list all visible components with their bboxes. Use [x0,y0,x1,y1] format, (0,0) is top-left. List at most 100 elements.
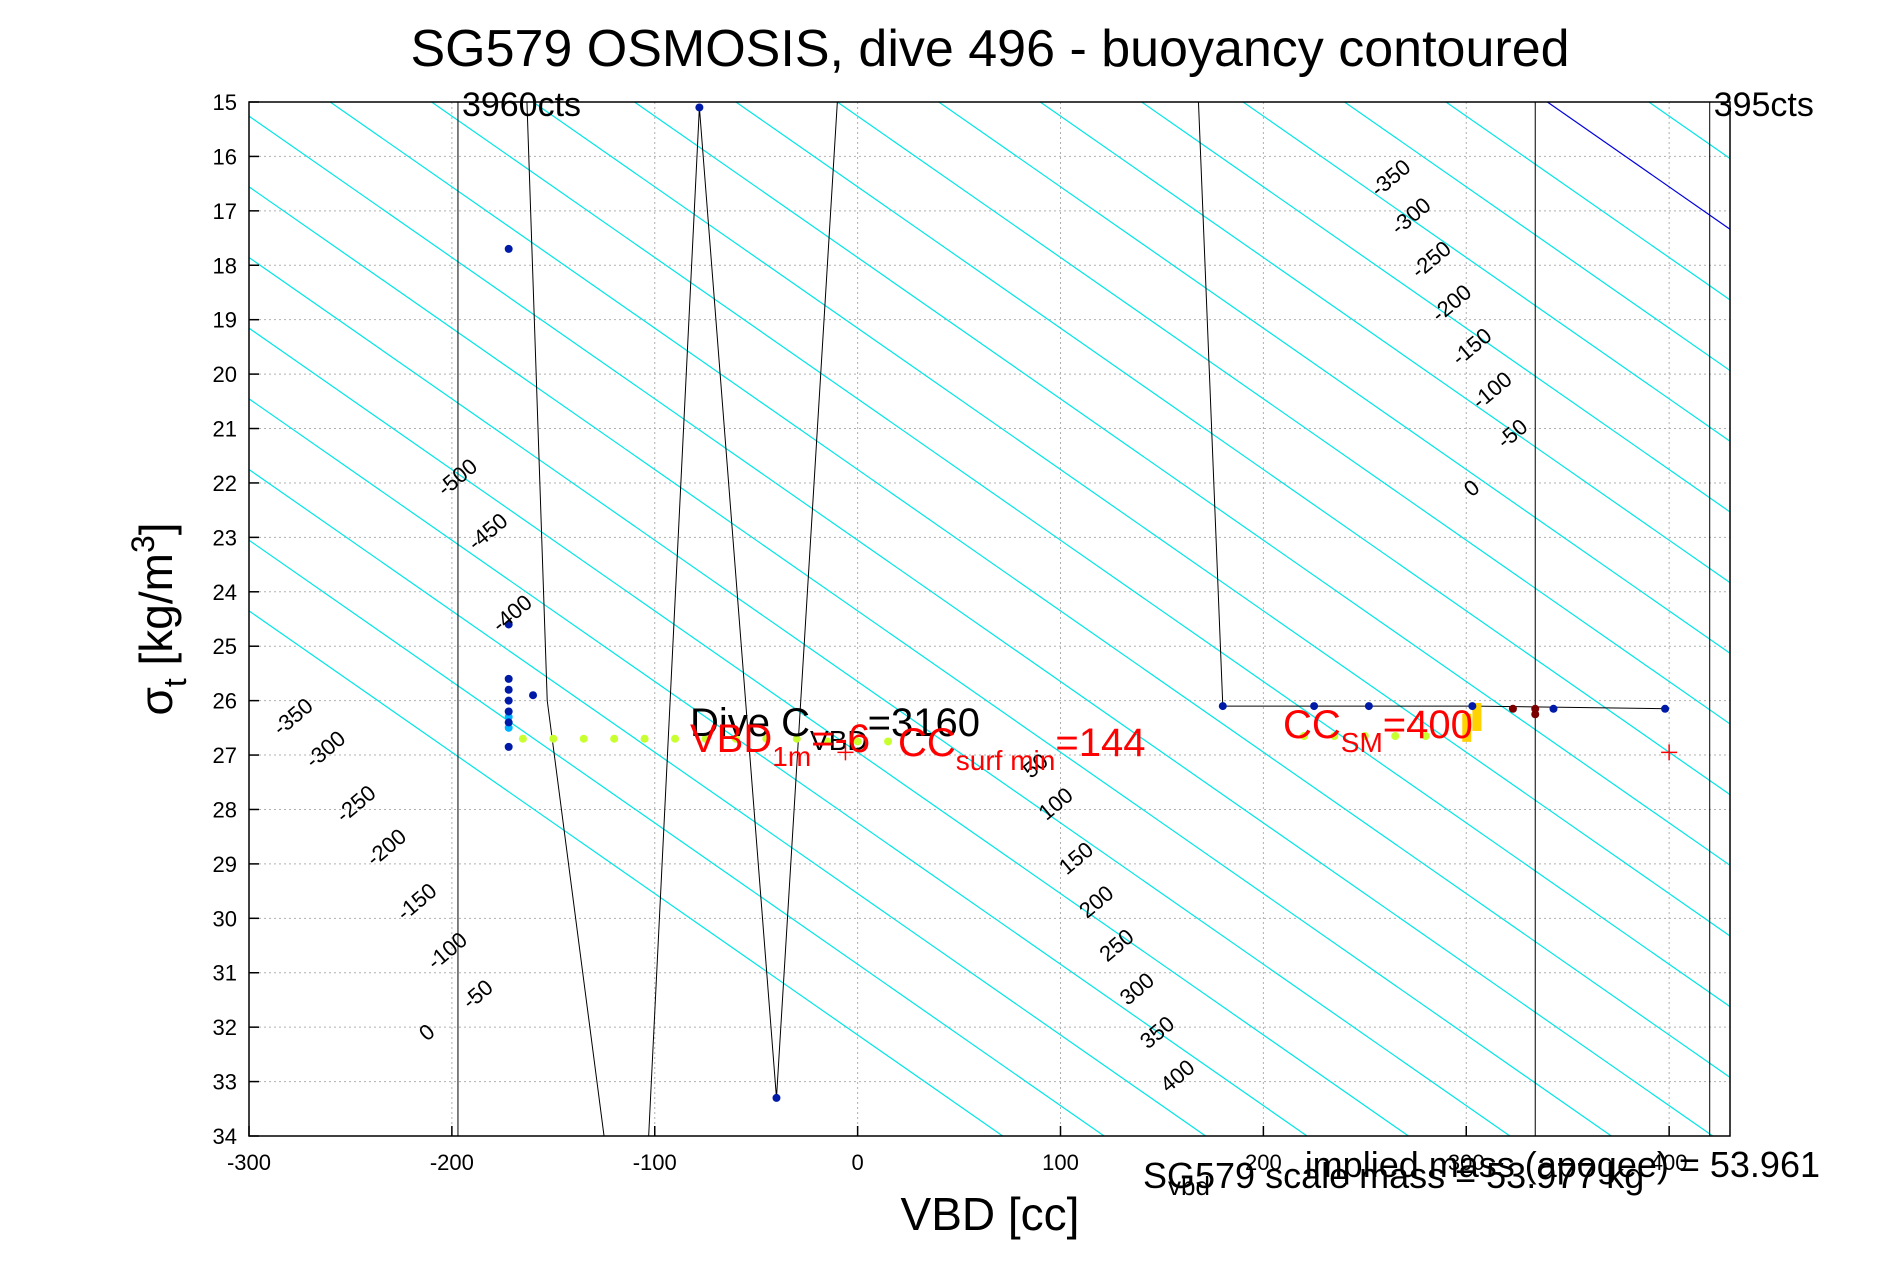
contour-label: -200 [361,824,411,871]
x-tick-label: -300 [227,1150,271,1175]
data-point-yellow [1421,732,1430,741]
contour-label: -250 [331,780,381,827]
data-point [1218,702,1227,711]
contour-label: -400 [487,590,537,637]
y-axis-label-close: ] [130,522,182,535]
reference-lines [457,102,1891,1136]
data-point-yellow [1360,732,1369,741]
x-tick-label: -200 [430,1150,474,1175]
annotations: Dive CVBD=3160 VBD1m=-6 CCsurf min=144 C… [690,701,1820,1201]
contour-line [431,102,1730,1008]
data-point [772,1093,781,1102]
data-point [504,742,513,751]
data-point-yellow [1330,732,1339,741]
y-tick-label: 20 [213,362,237,387]
data-point-red [1508,704,1517,713]
contour-label: -150 [1447,323,1497,370]
dive-trace-line [526,102,605,1136]
data-point-yellow [884,737,893,746]
y-tick-label: 33 [213,1070,237,1095]
contour-line [1141,102,1730,513]
contour-line [249,610,1004,1136]
contour-label: 350 [1135,1011,1179,1054]
contour-label: -50 [457,974,497,1014]
cc-surf-min-annotation: CCsurf min=144 [898,721,1145,776]
x-tick-label: 200 [1245,1150,1282,1175]
data-point [1661,704,1670,713]
x-tick-label: 100 [1042,1150,1079,1175]
contour-line [1039,102,1730,584]
data-points [504,103,1670,1102]
data-point-orange [1472,702,1482,731]
contour-label: -50 [1492,414,1532,454]
vbd-1m-annotation: VBD1m=-6 [690,717,870,772]
contour-line [1445,102,1730,301]
data-point [504,685,513,694]
contour-line [1242,102,1730,442]
data-point-yellow [823,737,832,746]
contour-label: 0 [414,1019,439,1046]
grid-lines [248,101,1730,1137]
data-point-yellow [853,737,862,746]
data-traces [526,102,1670,1136]
contour-label: -300 [300,726,350,773]
contour-line [249,115,1714,1136]
contour-line [249,256,1511,1136]
x-tick-label: -100 [633,1150,677,1175]
data-point [504,620,513,629]
y-tick-label: 31 [213,961,237,986]
limit-line [1744,102,1891,1136]
contour-label: -450 [463,508,513,555]
contour-label: 300 [1115,967,1159,1010]
data-point-yellow [579,734,588,743]
contour-line [735,102,1730,796]
contour-line [1852,102,1891,1136]
data-point [504,696,513,705]
contour-lines [249,102,1891,1136]
data-point-yellow [640,734,649,743]
data-point-yellow [549,734,558,743]
cc-sm-annotation: CCSM=400 [1283,703,1473,758]
contour-label: 200 [1074,880,1118,923]
data-point [504,707,513,716]
data-point-yellow [731,734,740,743]
data-point-yellow [701,734,710,743]
y-tick-label: 30 [213,906,237,931]
y-tick-label: 29 [213,852,237,877]
red-plus-marker [837,744,854,761]
y-tick-label: 24 [213,580,237,605]
y-axis-label-sup: 3 [125,535,161,553]
y-axis-label-symbol: σ [130,687,182,715]
contour-line [634,102,1730,867]
cts-labels: 3960cts 395cts [462,86,1814,124]
contour-label: -250 [1406,236,1456,283]
y-tick-label: 26 [213,689,237,714]
y-tick-label: 25 [213,634,237,659]
contour-labels: -500-450-400-350-300-250-200-150-100-500… [268,154,1532,1097]
data-point-yellow [518,734,527,743]
contour-line [249,327,1409,1136]
implied-mass-annotation: implied mass (apogee) = 53.961 [1305,1144,1820,1185]
svg-text:σt [kg/m3]: σt [kg/m3] [125,522,193,715]
scale-mass-vbd-sub: vbd [1168,1171,1210,1201]
y-axis-label: σt [kg/m3] [125,522,193,715]
data-point-yellow [610,734,619,743]
contour-label: -300 [1386,192,1436,239]
contour-label: 100 [1034,782,1078,825]
contour-label: 0 [1459,475,1484,502]
contour-label: -350 [268,693,318,740]
scale-mass-annotation: SG579 scale mass = 53.977 kg [1143,1155,1644,1196]
contour-line [249,539,1105,1136]
data-point-yellow [762,734,771,743]
contour-line [249,398,1308,1136]
y-tick-label: 27 [213,743,237,768]
contour-label: -200 [1426,279,1476,326]
y-tick-label: 19 [213,308,237,333]
contour-label: -100 [422,927,472,974]
y-axis-label-sub: t [157,678,193,687]
y-tick-label: 18 [213,253,237,278]
contour-line [836,102,1730,725]
dive-c-annotation: Dive CVBD=3160 [690,701,980,756]
data-point [529,691,538,700]
